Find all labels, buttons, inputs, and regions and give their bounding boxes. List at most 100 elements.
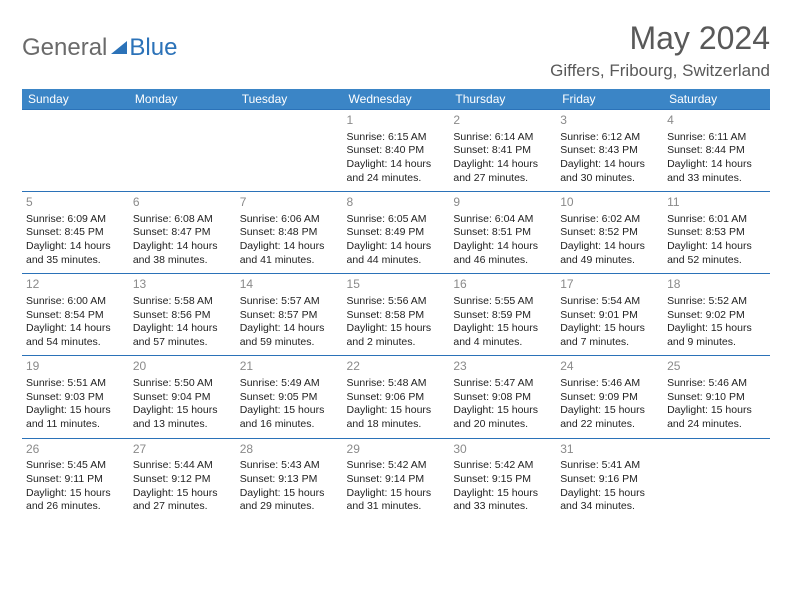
cell-d2: and 7 minutes. <box>560 336 659 350</box>
cell-d1: Daylight: 14 hours <box>347 240 446 254</box>
day-number: 15 <box>347 277 446 293</box>
brand-logo: General Blue <box>22 20 177 62</box>
cell-d1: Daylight: 15 hours <box>347 487 446 501</box>
cell-d1: Daylight: 14 hours <box>667 158 766 172</box>
calendar-cell: 1Sunrise: 6:15 AMSunset: 8:40 PMDaylight… <box>343 110 450 192</box>
cell-d2: and 11 minutes. <box>26 418 125 432</box>
day-number: 17 <box>560 277 659 293</box>
cell-d2: and 20 minutes. <box>453 418 552 432</box>
calendar-cell <box>663 438 770 520</box>
calendar-cell: 27Sunrise: 5:44 AMSunset: 9:12 PMDayligh… <box>129 438 236 520</box>
cell-sunset: Sunset: 9:03 PM <box>26 391 125 405</box>
cell-d2: and 35 minutes. <box>26 254 125 268</box>
cell-sunrise: Sunrise: 5:54 AM <box>560 295 659 309</box>
calendar-cell: 15Sunrise: 5:56 AMSunset: 8:58 PMDayligh… <box>343 274 450 356</box>
cell-d2: and 52 minutes. <box>667 254 766 268</box>
day-number: 22 <box>347 359 446 375</box>
week-row: 26Sunrise: 5:45 AMSunset: 9:11 PMDayligh… <box>22 438 770 520</box>
cell-sunrise: Sunrise: 6:11 AM <box>667 131 766 145</box>
cell-sunrise: Sunrise: 6:00 AM <box>26 295 125 309</box>
cell-d2: and 29 minutes. <box>240 500 339 514</box>
calendar-cell: 16Sunrise: 5:55 AMSunset: 8:59 PMDayligh… <box>449 274 556 356</box>
calendar-cell: 25Sunrise: 5:46 AMSunset: 9:10 PMDayligh… <box>663 356 770 438</box>
cell-sunset: Sunset: 8:56 PM <box>133 309 232 323</box>
cell-sunset: Sunset: 9:04 PM <box>133 391 232 405</box>
cell-d1: Daylight: 14 hours <box>453 240 552 254</box>
day-number: 11 <box>667 195 766 211</box>
calendar-cell: 30Sunrise: 5:42 AMSunset: 9:15 PMDayligh… <box>449 438 556 520</box>
cell-sunset: Sunset: 8:58 PM <box>347 309 446 323</box>
day-header: Sunday <box>22 89 129 110</box>
week-row: 12Sunrise: 6:00 AMSunset: 8:54 PMDayligh… <box>22 274 770 356</box>
calendar-cell: 31Sunrise: 5:41 AMSunset: 9:16 PMDayligh… <box>556 438 663 520</box>
cell-sunrise: Sunrise: 5:45 AM <box>26 459 125 473</box>
cell-sunrise: Sunrise: 5:41 AM <box>560 459 659 473</box>
cell-d1: Daylight: 15 hours <box>133 404 232 418</box>
cell-sunrise: Sunrise: 5:50 AM <box>133 377 232 391</box>
calendar-cell: 7Sunrise: 6:06 AMSunset: 8:48 PMDaylight… <box>236 192 343 274</box>
calendar-table: SundayMondayTuesdayWednesdayThursdayFrid… <box>22 89 770 520</box>
day-header: Tuesday <box>236 89 343 110</box>
day-header: Thursday <box>449 89 556 110</box>
cell-sunset: Sunset: 8:57 PM <box>240 309 339 323</box>
cell-sunrise: Sunrise: 6:01 AM <box>667 213 766 227</box>
cell-sunset: Sunset: 8:43 PM <box>560 144 659 158</box>
cell-sunset: Sunset: 9:15 PM <box>453 473 552 487</box>
cell-d1: Daylight: 15 hours <box>133 487 232 501</box>
day-number: 4 <box>667 113 766 129</box>
day-number: 29 <box>347 442 446 458</box>
day-number: 30 <box>453 442 552 458</box>
day-number: 20 <box>133 359 232 375</box>
calendar-cell: 18Sunrise: 5:52 AMSunset: 9:02 PMDayligh… <box>663 274 770 356</box>
cell-d2: and 24 minutes. <box>667 418 766 432</box>
day-number: 26 <box>26 442 125 458</box>
cell-d2: and 4 minutes. <box>453 336 552 350</box>
cell-d1: Daylight: 15 hours <box>560 322 659 336</box>
day-header: Wednesday <box>343 89 450 110</box>
cell-d2: and 46 minutes. <box>453 254 552 268</box>
day-number: 7 <box>240 195 339 211</box>
cell-d1: Daylight: 14 hours <box>453 158 552 172</box>
cell-sunset: Sunset: 8:49 PM <box>347 226 446 240</box>
cell-d1: Daylight: 15 hours <box>560 487 659 501</box>
cell-d1: Daylight: 15 hours <box>26 404 125 418</box>
calendar-cell: 29Sunrise: 5:42 AMSunset: 9:14 PMDayligh… <box>343 438 450 520</box>
day-number: 5 <box>26 195 125 211</box>
calendar-cell: 20 Sunrise: 5:50 AMSunset: 9:04 PMDayligh… <box>129 356 236 438</box>
cell-d1: Daylight: 15 hours <box>347 404 446 418</box>
cell-d2: and 13 minutes. <box>133 418 232 432</box>
cell-sunset: Sunset: 8:48 PM <box>240 226 339 240</box>
cell-sunrise: Sunrise: 6:12 AM <box>560 131 659 145</box>
day-number: 28 <box>240 442 339 458</box>
cell-sunset: Sunset: 9:16 PM <box>560 473 659 487</box>
brand-blue: Blue <box>129 34 177 62</box>
day-number: 1 <box>347 113 446 129</box>
day-header: Friday <box>556 89 663 110</box>
day-number: 16 <box>453 277 552 293</box>
calendar-cell <box>236 110 343 192</box>
day-number: 3 <box>560 113 659 129</box>
calendar-cell: 17Sunrise: 5:54 AMSunset: 9:01 PMDayligh… <box>556 274 663 356</box>
cell-sunrise: Sunrise: 5:42 AM <box>347 459 446 473</box>
cell-d2: and 31 minutes. <box>347 500 446 514</box>
cell-sunrise: Sunrise: 5:57 AM <box>240 295 339 309</box>
day-number: 25 <box>667 359 766 375</box>
cell-d1: Daylight: 14 hours <box>133 240 232 254</box>
cell-sunrise: Sunrise: 5:47 AM <box>453 377 552 391</box>
day-number: 6 <box>133 195 232 211</box>
cell-sunset: Sunset: 8:45 PM <box>26 226 125 240</box>
cell-sunrise: Sunrise: 6:04 AM <box>453 213 552 227</box>
cell-d1: Daylight: 15 hours <box>453 487 552 501</box>
cell-d1: Daylight: 14 hours <box>26 240 125 254</box>
cell-d1: Daylight: 15 hours <box>453 322 552 336</box>
cell-d1: Daylight: 15 hours <box>453 404 552 418</box>
cell-d1: Daylight: 14 hours <box>240 322 339 336</box>
cell-d2: and 44 minutes. <box>347 254 446 268</box>
cell-sunset: Sunset: 8:40 PM <box>347 144 446 158</box>
cell-sunrise: Sunrise: 5:56 AM <box>347 295 446 309</box>
calendar-cell: 10Sunrise: 6:02 AMSunset: 8:52 PMDayligh… <box>556 192 663 274</box>
cell-d2: and 9 minutes. <box>667 336 766 350</box>
cell-sunset: Sunset: 8:54 PM <box>26 309 125 323</box>
day-number: 14 <box>240 277 339 293</box>
cell-d2: and 59 minutes. <box>240 336 339 350</box>
